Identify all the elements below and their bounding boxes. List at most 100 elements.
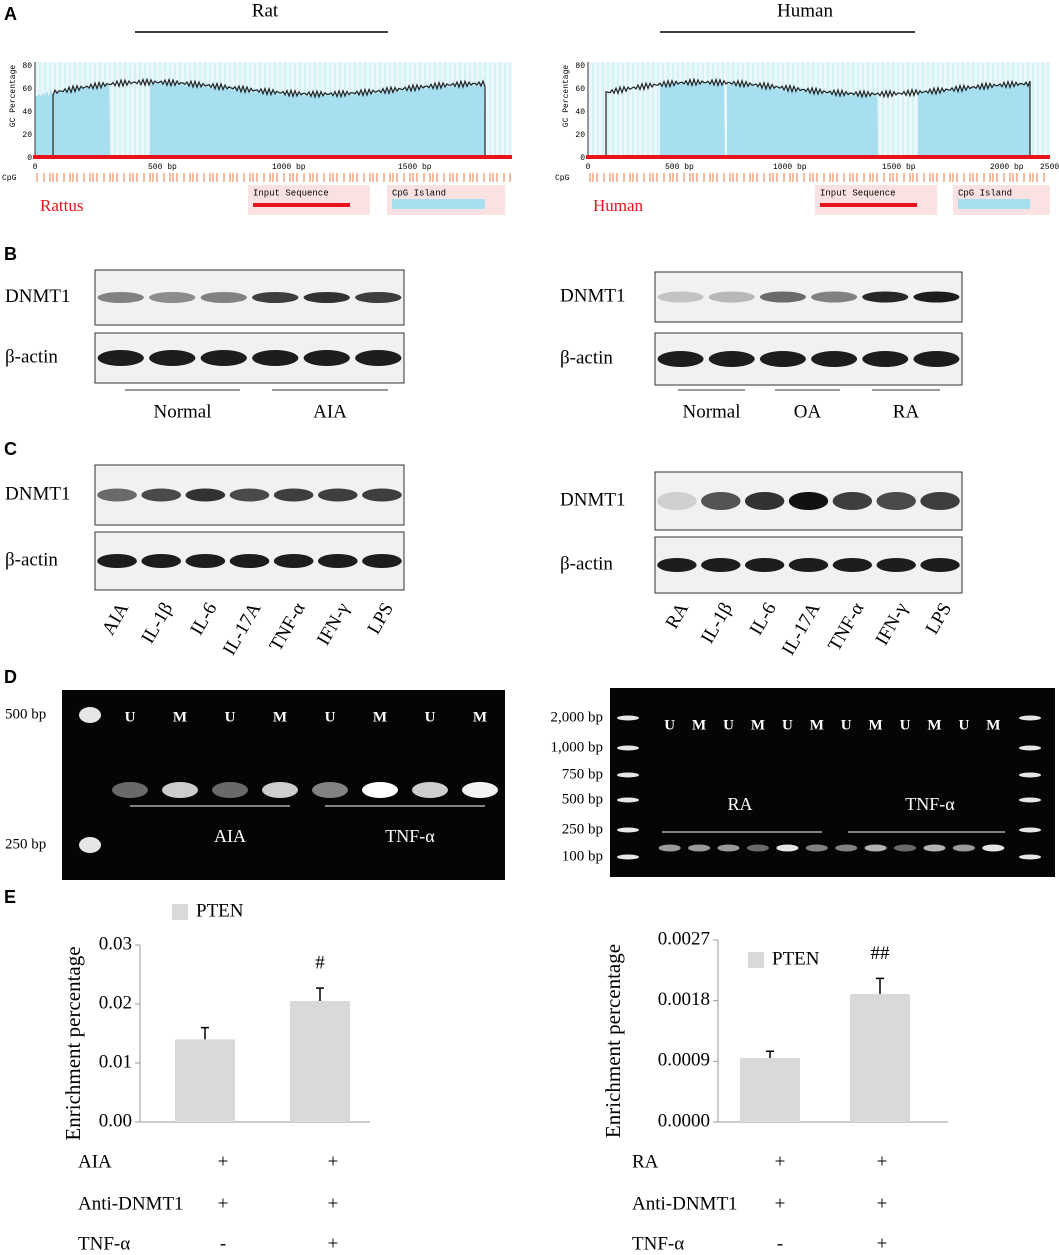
- y-tick-label: 60: [575, 85, 585, 94]
- ladder-band: [79, 837, 101, 853]
- lane-label: U: [841, 717, 852, 733]
- bar: [740, 1057, 800, 1122]
- lane-label: M: [869, 717, 883, 733]
- blot-band: [200, 292, 247, 303]
- blot-band: [185, 488, 226, 502]
- blot-band: [273, 488, 314, 502]
- blot-band: [185, 554, 226, 568]
- ladder-band: [1019, 827, 1041, 833]
- panel-letter: E: [4, 887, 16, 907]
- condition-label: Anti-DNMT1: [632, 1193, 738, 1214]
- blot-band: [788, 492, 829, 510]
- species-label: Rattus: [40, 196, 83, 215]
- lane-label: U: [723, 717, 734, 733]
- condition-sign: +: [218, 1193, 229, 1214]
- ladder-label: 500 bp: [5, 706, 46, 722]
- significance-label: ##: [871, 943, 891, 964]
- gel-band: [864, 844, 887, 852]
- blot-band: [200, 350, 247, 366]
- lane-label: IL-1β: [697, 599, 737, 647]
- row-label: β-actin: [560, 347, 613, 368]
- y-tick-label: 40: [575, 108, 585, 117]
- blot-band: [788, 558, 829, 572]
- y-axis-label: GC Percentage: [562, 65, 571, 128]
- legend-label: CpG Island: [392, 188, 446, 198]
- ladder-band: [79, 707, 101, 723]
- track-label: CpG: [555, 174, 570, 183]
- condition-label: TNF-α: [78, 1233, 130, 1254]
- bar: [290, 1001, 350, 1122]
- row-label: DNMT1: [560, 285, 625, 306]
- condition-sign: +: [775, 1151, 786, 1172]
- legend-swatch: [748, 952, 764, 968]
- ladder-band: [1019, 715, 1041, 721]
- y-tick-label: 20: [575, 131, 585, 140]
- x-tick-label: 0: [586, 163, 591, 172]
- blot-frame: [94, 332, 405, 384]
- blot-band: [920, 492, 960, 510]
- panel-letter: A: [4, 4, 17, 24]
- gel-band: [835, 844, 858, 852]
- ladder-band: [617, 745, 639, 751]
- blot-band: [97, 350, 144, 366]
- lane-label: IL-17A: [219, 599, 266, 659]
- blot-band: [303, 292, 350, 303]
- gel-band: [262, 782, 298, 798]
- legend-box: [815, 185, 937, 215]
- gel-band: [412, 782, 448, 798]
- lane-label: U: [664, 717, 675, 733]
- group-label: TNF-α: [905, 794, 955, 814]
- error-bar: [876, 977, 884, 994]
- y-axis-label: GC Percentage: [9, 65, 18, 128]
- x-tick-label: 1000 bp: [773, 163, 807, 172]
- blot-band: [657, 351, 704, 367]
- row-label: β-actin: [5, 549, 58, 570]
- x-tick-label: 0: [33, 163, 38, 172]
- panel-letter: B: [4, 244, 17, 264]
- lane-label: M: [273, 709, 287, 725]
- condition-sign: +: [328, 1233, 339, 1254]
- blot-band: [913, 291, 960, 303]
- cpg-fill: [918, 81, 1030, 158]
- blot-band: [811, 291, 858, 303]
- legend-swatch: [820, 203, 917, 207]
- blot-band: [832, 558, 873, 572]
- lane-label: AIA: [98, 599, 133, 639]
- lane-label: U: [225, 709, 236, 725]
- legend-swatch: [172, 904, 188, 920]
- blot-band: [744, 558, 785, 572]
- blot-band: [355, 292, 402, 303]
- group-label: OA: [794, 401, 822, 422]
- gel-band: [982, 844, 1005, 852]
- blot-band: [708, 351, 755, 367]
- lane-label: M: [927, 717, 941, 733]
- x-tick-label: 500 bp: [148, 163, 177, 172]
- gel-band: [688, 844, 711, 852]
- ladder-band: [1019, 854, 1041, 860]
- y-tick-label: 0.00: [99, 1110, 132, 1131]
- blot-band: [708, 291, 755, 303]
- y-tick-label: 20: [22, 131, 32, 140]
- x-tick-label: 1500 bp: [398, 163, 432, 172]
- blot-band: [303, 350, 350, 366]
- condition-sign: +: [328, 1151, 339, 1172]
- gel-band: [717, 844, 740, 852]
- blot-band: [744, 492, 785, 510]
- lane-label: U: [325, 709, 336, 725]
- gel-band: [923, 844, 946, 852]
- blot-band: [876, 492, 916, 510]
- condition-sign: +: [328, 1193, 339, 1214]
- blot-band: [811, 351, 858, 367]
- blot-band: [252, 292, 299, 303]
- lane-label: U: [900, 717, 911, 733]
- blot-band: [141, 554, 182, 568]
- blot-band: [252, 350, 299, 366]
- ladder-band: [617, 772, 639, 778]
- row-label: DNMT1: [5, 483, 70, 504]
- lane-label: M: [692, 717, 706, 733]
- error-bar: [201, 1026, 209, 1040]
- error-bar: [316, 987, 324, 1002]
- row-label: DNMT1: [5, 286, 70, 307]
- blot-band: [657, 558, 697, 572]
